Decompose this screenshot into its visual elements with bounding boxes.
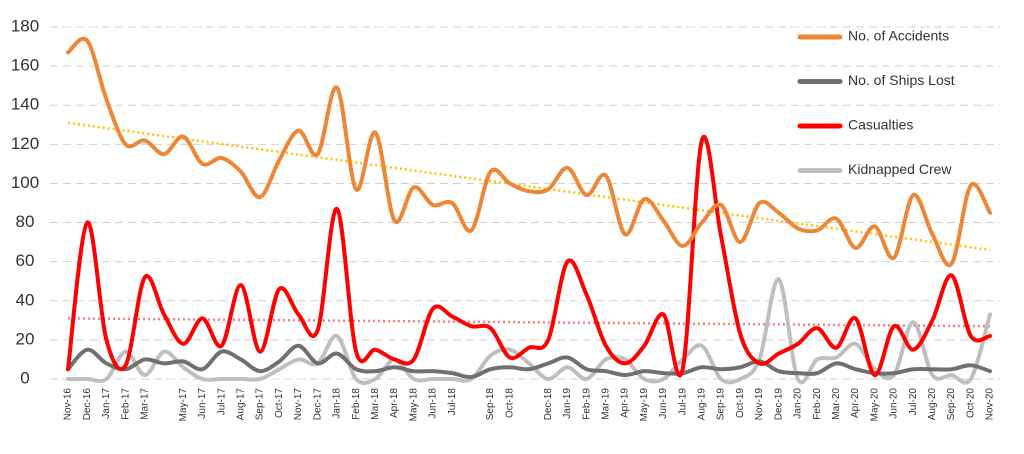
x-tick-label: Apr-19 [620, 388, 631, 418]
x-tick-label: Sep-18 [485, 388, 496, 421]
x-tick-label: Jan-17 [101, 388, 112, 419]
data-line [66, 135, 992, 378]
x-tick-label: May-20 [869, 388, 880, 422]
x-tick-label: Nov-20 [985, 388, 996, 421]
x-tick-label: Mar-17 [139, 388, 150, 420]
x-tick-label: Oct-17 [274, 388, 285, 418]
x-tick-label: Dec-19 [773, 388, 784, 421]
x-tick-label: Sep-17 [255, 388, 266, 421]
legend-label: No. of Accidents [848, 28, 949, 44]
y-tick-label: 40 [16, 290, 35, 309]
trendline [67, 121, 991, 252]
x-tick-label: Aug-20 [927, 388, 938, 421]
y-tick-label: 80 [16, 212, 35, 231]
x-tick-label: May-17 [178, 388, 189, 422]
x-tick-label: Jul-18 [447, 388, 458, 416]
y-tick-label: 120 [11, 134, 39, 153]
x-tick-label: Mar-18 [370, 388, 381, 420]
x-tick-label: Oct-19 [735, 388, 746, 418]
x-tick-label: Mar-19 [600, 388, 611, 420]
x-tick-label: Jun-19 [658, 388, 669, 419]
x-tick-label: Dec-16 [82, 388, 93, 421]
x-tick-label: Mar-20 [831, 388, 842, 420]
x-tick-label: Dec-18 [543, 388, 554, 421]
data-line [66, 343, 992, 380]
y-tick-label: 140 [11, 95, 39, 114]
trendline [67, 317, 991, 328]
x-tick-label: Jun-20 [889, 388, 900, 419]
x-tick-label: Feb-19 [581, 388, 592, 420]
legend-label: Casualties [848, 117, 913, 133]
x-tick-label: Aug-17 [236, 388, 247, 421]
y-tick-label: 160 [11, 56, 39, 75]
y-tick-label: 100 [11, 173, 39, 192]
x-tick-label: Dec-17 [312, 388, 323, 421]
x-tick-label: Jan-18 [332, 388, 343, 419]
x-tick-label: Feb-18 [351, 388, 362, 420]
y-tick-label: 60 [16, 251, 35, 270]
x-tick-label: Nov-19 [754, 388, 765, 421]
x-tick-label: Apr-20 [850, 388, 861, 418]
x-tick-label: May-19 [639, 388, 650, 422]
y-tick-label: 20 [16, 329, 35, 348]
x-tick-label: Nov-16 [63, 388, 74, 421]
legend-label: No. of Ships Lost [848, 72, 955, 88]
x-tick-label: Jun-17 [197, 388, 208, 419]
data-line [66, 36, 992, 268]
legend-label: Kidnapped Crew [848, 161, 952, 177]
x-tick-label: Jan-19 [562, 388, 573, 419]
x-tick-label: Apr-18 [389, 388, 400, 418]
y-tick-label: 180 [11, 16, 39, 35]
x-tick-label: Oct-20 [965, 388, 976, 418]
x-tick-label: Jun-18 [428, 388, 439, 419]
x-tick-label: Jan-20 [793, 388, 804, 419]
x-tick-label: Feb-20 [812, 388, 823, 420]
x-tick-label: Jul-20 [908, 388, 919, 416]
x-tick-label: Sep-20 [946, 388, 957, 421]
x-tick-label: Jul-17 [216, 388, 227, 416]
x-tick-label: Feb-17 [120, 388, 131, 420]
x-tick-label: Aug-19 [697, 388, 708, 421]
x-tick-label: May-18 [408, 388, 419, 422]
x-tick-label: Sep-19 [716, 388, 727, 421]
x-tick-label: Jul-19 [677, 388, 688, 416]
y-tick-label: 0 [20, 368, 29, 387]
x-tick-label: Nov-17 [293, 388, 304, 421]
x-tick-label: Oct-18 [504, 388, 515, 418]
